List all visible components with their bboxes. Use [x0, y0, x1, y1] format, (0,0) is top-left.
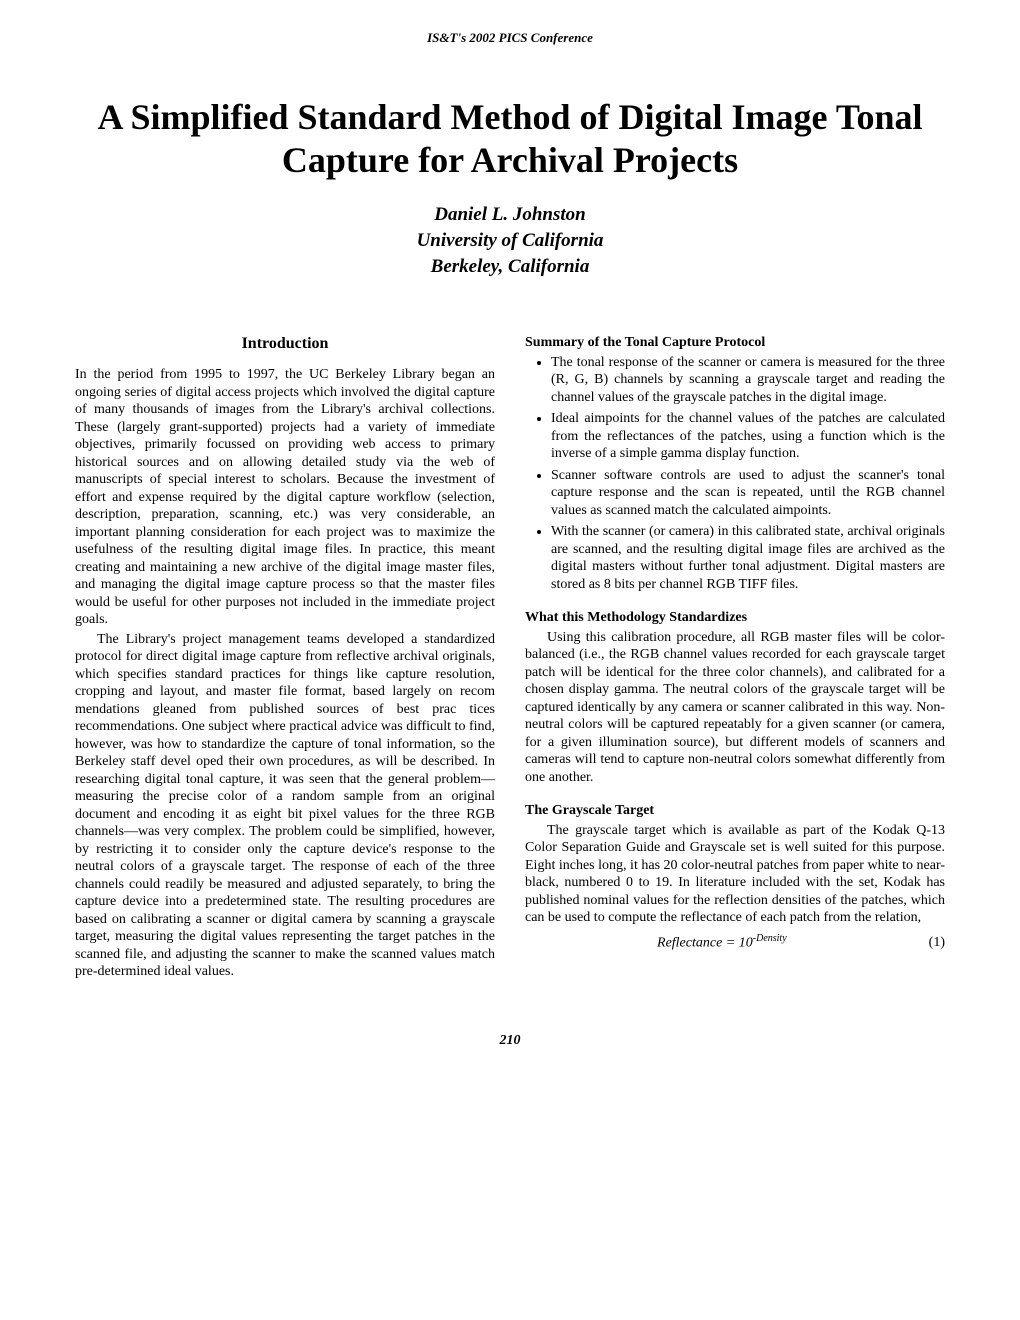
introduction-heading: Introduction	[75, 334, 495, 354]
conference-header: IS&T's 2002 PICS Conference	[75, 30, 945, 46]
methodology-heading: What this Methodology Standardizes	[525, 609, 945, 627]
grayscale-target-paragraph: The grayscale target which is available …	[525, 822, 945, 927]
protocol-bullet: The tonal response of the scanner or cam…	[551, 354, 945, 407]
author-affiliation: University of California	[75, 228, 945, 254]
intro-paragraph-2: The Library's project management teams d…	[75, 631, 495, 981]
grayscale-target-heading: The Grayscale Target	[525, 802, 945, 820]
equation-number: (1)	[919, 934, 945, 952]
equation-lhs: Reflectance = 10	[657, 935, 753, 950]
methodology-paragraph: Using this calibration procedure, all RG…	[525, 629, 945, 787]
left-column: Introduction In the period from 1995 to …	[75, 334, 495, 983]
protocol-bullets: The tonal response of the scanner or cam…	[525, 354, 945, 594]
equation-superscript: -Density	[753, 933, 787, 944]
page-number: 210	[75, 1033, 945, 1049]
reflectance-equation: Reflectance = 10-Density	[525, 933, 919, 952]
author-name: Daniel L. Johnston	[75, 202, 945, 228]
paper-title: A Simplified Standard Method of Digital …	[75, 96, 945, 182]
right-column: Summary of the Tonal Capture Protocol Th…	[525, 334, 945, 983]
protocol-bullet: With the scanner (or camera) in this cal…	[551, 523, 945, 593]
protocol-bullet: Ideal aimpoints for the channel values o…	[551, 410, 945, 463]
author-block: Daniel L. Johnston University of Califor…	[75, 202, 945, 279]
two-column-body: Introduction In the period from 1995 to …	[75, 334, 945, 983]
intro-paragraph-1: In the period from 1995 to 1997, the UC …	[75, 366, 495, 629]
summary-heading: Summary of the Tonal Capture Protocol	[525, 334, 945, 352]
protocol-bullet: Scanner software controls are used to ad…	[551, 467, 945, 520]
equation-row: Reflectance = 10-Density (1)	[525, 933, 945, 952]
author-location: Berkeley, California	[75, 254, 945, 280]
